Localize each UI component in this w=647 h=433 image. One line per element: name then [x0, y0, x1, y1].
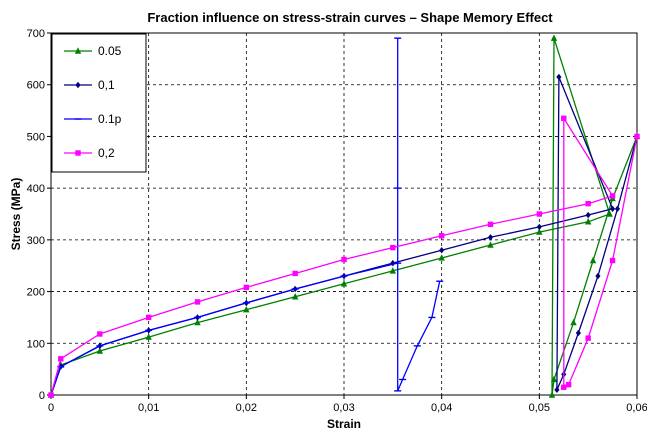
x-tick-label: 0,02	[236, 402, 257, 414]
legend-label: 0,2	[98, 146, 115, 160]
data-point	[609, 257, 616, 264]
data-point	[609, 205, 616, 213]
x-tick-label: 0,01	[138, 402, 159, 414]
data-point	[194, 318, 201, 326]
data-point	[634, 133, 640, 140]
data-point	[487, 241, 494, 248]
series-3	[48, 115, 640, 398]
data-point	[291, 293, 299, 300]
x-tick-label: 0,03	[333, 402, 354, 414]
data-point	[585, 200, 591, 207]
legend-box	[51, 33, 147, 173]
data-point	[550, 34, 558, 41]
x-tick-label: 0,06	[626, 402, 647, 414]
data-point	[194, 299, 201, 305]
data-point	[595, 272, 601, 280]
data-point	[584, 218, 592, 225]
series-layer	[47, 34, 641, 399]
legend-item: 0,2	[64, 146, 115, 160]
y-tick-label: 400	[27, 183, 45, 195]
data-point	[341, 256, 347, 263]
data-point	[536, 223, 542, 231]
y-axis-label: Stress (MPa)	[9, 178, 23, 251]
data-point	[536, 228, 543, 235]
data-point	[550, 375, 558, 383]
data-point	[575, 329, 581, 337]
y-tick-label: 0	[39, 390, 45, 402]
data-point	[570, 318, 577, 326]
legend-label: 0.1p	[98, 112, 122, 126]
data-point	[561, 115, 567, 122]
x-tick-label: 0,04	[431, 402, 452, 414]
data-point	[585, 335, 591, 341]
data-point	[390, 244, 396, 251]
y-tick-label: 500	[27, 131, 45, 143]
y-tick-label: 600	[27, 80, 45, 92]
legend-label: 0.05	[98, 44, 122, 58]
data-point	[487, 234, 494, 241]
legend-item: 0.1p	[64, 112, 122, 126]
data-point	[97, 331, 103, 337]
x-tick-label: 0,05	[529, 402, 550, 414]
data-point	[561, 384, 567, 390]
x-axis-ticks: 0 0,01 0,02 0,03 0,04 0,05 0,06	[48, 395, 647, 414]
data-point	[58, 356, 64, 362]
data-point	[614, 205, 621, 213]
y-tick-label: 100	[27, 338, 45, 350]
data-point	[389, 267, 397, 274]
x-axis-label: Strain	[327, 417, 361, 431]
data-point	[548, 391, 556, 398]
chart-title: Fraction influence on stress-strain curv…	[147, 10, 553, 25]
legend-swatch-marker	[75, 150, 81, 156]
data-point	[243, 305, 250, 313]
data-point	[585, 211, 591, 219]
data-point	[340, 280, 348, 287]
x-tick-label: 0	[48, 402, 54, 414]
legend: 0.05 0,1 0.1p 0,2	[51, 33, 147, 173]
legend-swatch-marker	[74, 47, 82, 54]
legend-item: 0.05	[64, 44, 122, 58]
data-point	[554, 386, 560, 394]
legend-swatch-marker	[75, 81, 81, 89]
data-point	[145, 314, 152, 321]
y-tick-label: 200	[27, 287, 45, 299]
legend-label: 0,1	[98, 78, 115, 92]
data-point	[536, 211, 543, 217]
data-point	[292, 270, 298, 277]
data-point	[609, 193, 616, 199]
data-point	[439, 247, 445, 254]
legend-item: 0,1	[64, 78, 115, 92]
series-line	[50, 38, 441, 396]
data-point	[606, 210, 613, 217]
data-point	[589, 256, 597, 264]
data-point	[48, 392, 54, 398]
data-point	[390, 259, 396, 267]
series-2	[47, 37, 444, 396]
y-tick-label: 700	[27, 28, 45, 40]
data-point	[438, 233, 445, 239]
data-point	[487, 221, 494, 228]
data-point	[145, 333, 152, 340]
data-point	[96, 347, 104, 354]
data-point	[438, 254, 445, 261]
y-tick-label: 300	[27, 235, 45, 247]
y-axis-ticks: 0 100 200 300 400 500 600 700	[27, 28, 51, 402]
data-point	[243, 284, 250, 291]
data-point	[565, 381, 572, 388]
data-point	[556, 73, 562, 81]
